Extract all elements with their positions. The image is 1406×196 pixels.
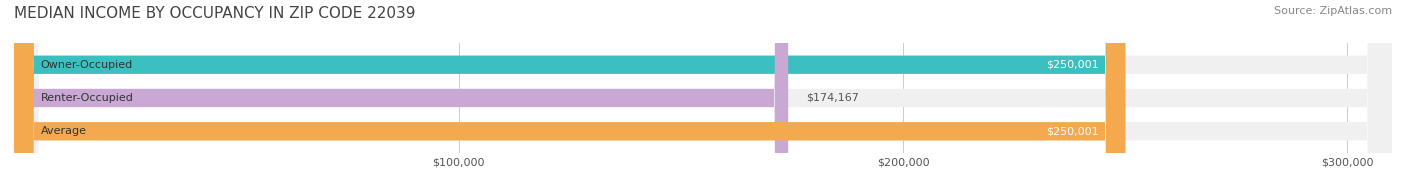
Text: Owner-Occupied: Owner-Occupied <box>41 60 134 70</box>
FancyBboxPatch shape <box>14 0 1125 196</box>
FancyBboxPatch shape <box>14 0 1392 196</box>
Text: Average: Average <box>41 126 87 136</box>
FancyBboxPatch shape <box>14 0 789 196</box>
Text: MEDIAN INCOME BY OCCUPANCY IN ZIP CODE 22039: MEDIAN INCOME BY OCCUPANCY IN ZIP CODE 2… <box>14 6 416 21</box>
Text: Renter-Occupied: Renter-Occupied <box>41 93 134 103</box>
Text: Source: ZipAtlas.com: Source: ZipAtlas.com <box>1274 6 1392 16</box>
FancyBboxPatch shape <box>14 0 1392 196</box>
Text: $250,001: $250,001 <box>1046 60 1098 70</box>
FancyBboxPatch shape <box>14 0 1392 196</box>
FancyBboxPatch shape <box>14 0 1125 196</box>
Text: $174,167: $174,167 <box>806 93 859 103</box>
Text: $250,001: $250,001 <box>1046 126 1098 136</box>
